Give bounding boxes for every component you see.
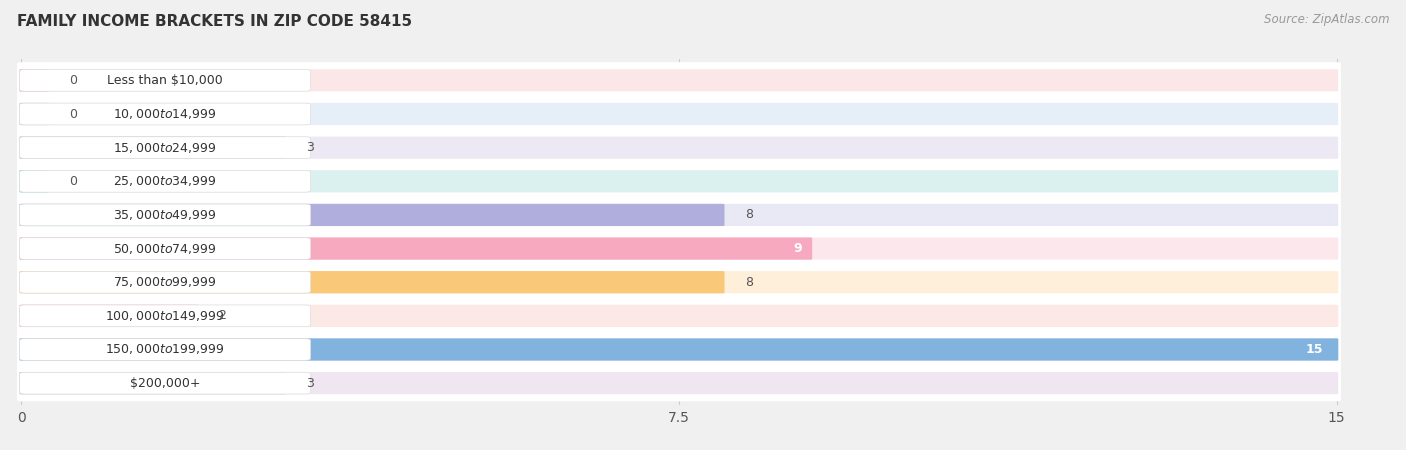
FancyBboxPatch shape [17,62,1341,99]
FancyBboxPatch shape [17,264,1341,301]
FancyBboxPatch shape [20,103,1339,125]
Text: $150,000 to $199,999: $150,000 to $199,999 [105,342,225,356]
Text: 0: 0 [69,108,77,121]
FancyBboxPatch shape [17,96,1341,132]
Text: 3: 3 [307,377,314,390]
Text: $35,000 to $49,999: $35,000 to $49,999 [114,208,217,222]
Text: $10,000 to $14,999: $10,000 to $14,999 [114,107,217,121]
FancyBboxPatch shape [20,305,1339,327]
FancyBboxPatch shape [20,170,1339,193]
FancyBboxPatch shape [20,372,1339,394]
Text: 0: 0 [69,74,77,87]
FancyBboxPatch shape [20,136,1339,159]
Text: 2: 2 [218,309,226,322]
FancyBboxPatch shape [17,331,1341,368]
FancyBboxPatch shape [20,69,1339,91]
FancyBboxPatch shape [20,305,311,327]
FancyBboxPatch shape [20,103,49,125]
FancyBboxPatch shape [20,238,311,260]
FancyBboxPatch shape [20,271,311,293]
FancyBboxPatch shape [17,230,1341,267]
Text: FAMILY INCOME BRACKETS IN ZIP CODE 58415: FAMILY INCOME BRACKETS IN ZIP CODE 58415 [17,14,412,28]
Text: 8: 8 [745,276,752,289]
FancyBboxPatch shape [20,204,1339,226]
FancyBboxPatch shape [17,130,1341,166]
FancyBboxPatch shape [20,69,49,91]
Text: $50,000 to $74,999: $50,000 to $74,999 [114,242,217,256]
FancyBboxPatch shape [20,238,1339,260]
FancyBboxPatch shape [20,238,813,260]
FancyBboxPatch shape [20,271,724,293]
FancyBboxPatch shape [20,338,311,360]
FancyBboxPatch shape [20,204,724,226]
FancyBboxPatch shape [17,365,1341,401]
FancyBboxPatch shape [20,137,311,158]
Text: $100,000 to $149,999: $100,000 to $149,999 [105,309,225,323]
FancyBboxPatch shape [17,197,1341,233]
FancyBboxPatch shape [20,372,285,394]
Text: 3: 3 [307,141,314,154]
FancyBboxPatch shape [20,103,311,125]
FancyBboxPatch shape [20,136,285,159]
Text: $25,000 to $34,999: $25,000 to $34,999 [114,174,217,188]
FancyBboxPatch shape [20,338,1339,360]
FancyBboxPatch shape [20,305,198,327]
FancyBboxPatch shape [17,298,1341,334]
FancyBboxPatch shape [20,204,311,226]
Text: $15,000 to $24,999: $15,000 to $24,999 [114,141,217,155]
Text: $75,000 to $99,999: $75,000 to $99,999 [114,275,217,289]
FancyBboxPatch shape [20,170,49,193]
Text: 0: 0 [69,175,77,188]
FancyBboxPatch shape [20,171,311,192]
Text: Less than $10,000: Less than $10,000 [107,74,224,87]
Text: Source: ZipAtlas.com: Source: ZipAtlas.com [1264,14,1389,27]
Text: 8: 8 [745,208,752,221]
FancyBboxPatch shape [20,69,311,91]
Text: $200,000+: $200,000+ [129,377,200,390]
Text: 15: 15 [1306,343,1323,356]
FancyBboxPatch shape [20,271,1339,293]
FancyBboxPatch shape [20,372,311,394]
FancyBboxPatch shape [20,338,1339,360]
Text: 9: 9 [793,242,801,255]
FancyBboxPatch shape [17,163,1341,199]
